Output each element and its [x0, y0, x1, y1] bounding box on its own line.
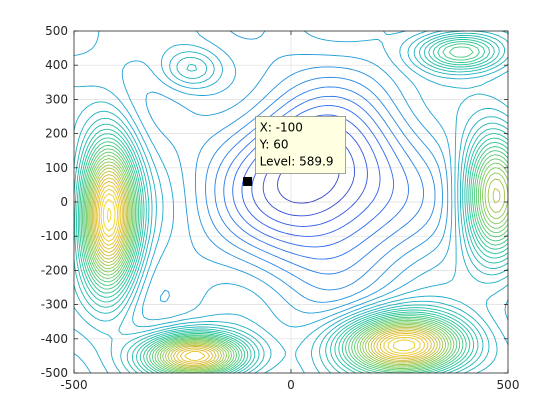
contour-level-line: [194, 66, 443, 303]
datatip-y-text: Y: 60: [259, 137, 289, 151]
contour-level-line: [79, 41, 509, 374]
contour-level-line: [73, 32, 509, 374]
contour-level-line: [84, 151, 509, 374]
contour-level-line: [98, 188, 421, 354]
contour-level-line: [77, 39, 509, 374]
y-tick-label: -100: [41, 229, 68, 243]
y-tick-label: -500: [41, 366, 68, 380]
contour-level-line: [73, 30, 509, 374]
contour-level-line: [97, 184, 425, 361]
contour-level-line: [82, 46, 509, 374]
y-tick-label: 500: [45, 24, 68, 38]
y-tick-label: 300: [45, 92, 68, 106]
y-tick-label: -400: [41, 332, 68, 346]
y-tick-label: 400: [45, 58, 68, 72]
datatip-level-text: Level: 589.9: [260, 154, 334, 168]
datatip-box: [255, 116, 347, 174]
x-tick-label: 500: [497, 378, 520, 392]
y-tick-label: -300: [41, 298, 68, 312]
contour-level-line: [102, 199, 116, 232]
contour-level-line: [73, 30, 509, 374]
y-tick-label: 100: [45, 161, 68, 175]
axes[interactable]: -500 -400 -300 -200 -100 0 100 200 300 400 500 -500…: [41, 24, 520, 392]
contour-level-line: [76, 37, 509, 374]
contour-level-line: [94, 177, 432, 365]
contour-level-line: [100, 193, 416, 352]
contour-level-line: [87, 158, 509, 372]
y-tick-label: -200: [41, 263, 68, 277]
contour-level-line: [88, 161, 509, 371]
contour-level-line: [73, 30, 509, 374]
contour-level-line: [145, 30, 449, 314]
y-tick-label: 200: [45, 127, 68, 141]
contour-level-line: [95, 180, 429, 363]
datatip[interactable]: X: -100 Y: 60 Level: 589.9: [243, 116, 347, 186]
contour-level-line: [80, 43, 509, 374]
contour-level-line: [205, 76, 436, 291]
contour-level-line: [106, 207, 112, 223]
contour-level-line: [91, 170, 438, 368]
y-tick-label: 0: [60, 195, 68, 209]
contour-level-line: [89, 164, 506, 370]
datatip-x-text: X: -100: [260, 120, 303, 134]
x-tick-label: 0: [287, 378, 295, 392]
contour-level-line: [83, 148, 509, 374]
contour-level-line: [73, 30, 509, 374]
x-tick-label: -500: [60, 378, 87, 392]
axis-ticks: -500 -400 -300 -200 -100 0 100 200 300 400 500 -500…: [41, 24, 520, 392]
contour-lines: [73, 30, 509, 374]
datatip-marker[interactable]: [243, 176, 253, 186]
contour-level-line: [93, 174, 435, 366]
contour-level-line: [90, 167, 501, 369]
contour-level-line: [74, 34, 509, 374]
